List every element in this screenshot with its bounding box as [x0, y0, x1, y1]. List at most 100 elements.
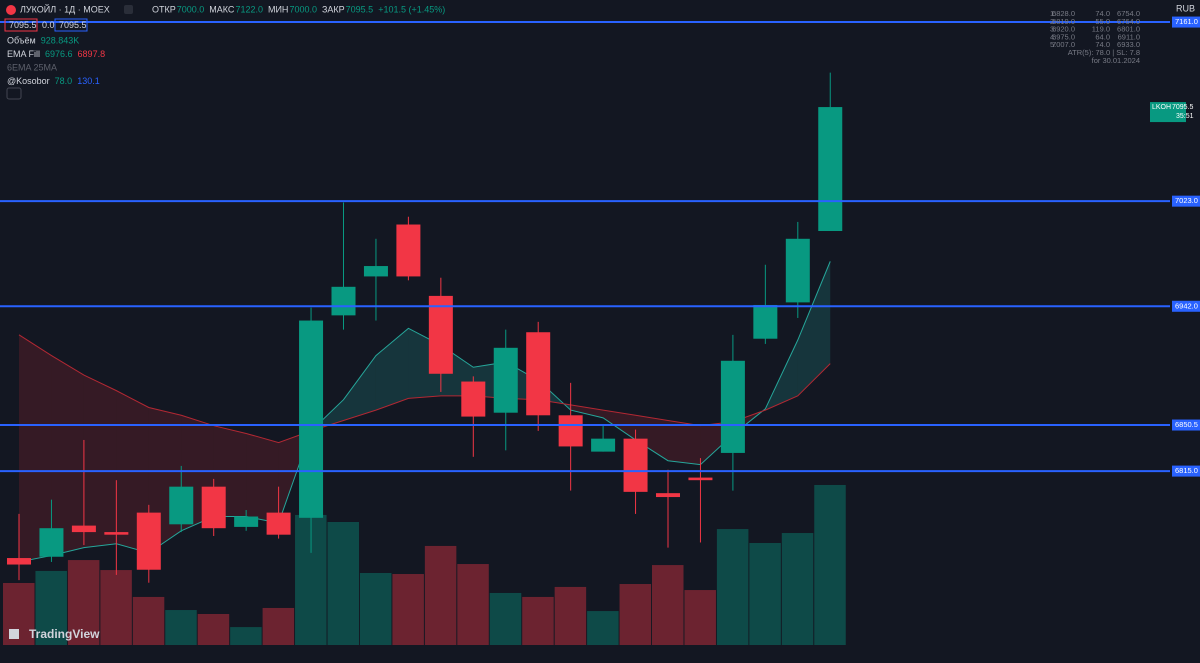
candle-body [461, 381, 486, 417]
ohlc-value: 7000.0 [177, 4, 205, 14]
volume-bar [781, 533, 814, 645]
indicator-name: EMA Fill [7, 49, 40, 59]
brand: TradingView [29, 627, 100, 641]
volume-bar [457, 564, 489, 645]
ohlc-value: 7095.5 [346, 4, 374, 14]
volume-bar [392, 574, 424, 645]
candle-body [688, 477, 713, 481]
last-timer: 35:51 [1176, 113, 1194, 120]
candles [7, 72, 843, 583]
volume-bar [716, 529, 749, 645]
candle-body [720, 360, 745, 453]
ema-fill [375, 328, 409, 411]
volume-bar [619, 584, 652, 645]
candle-body [623, 438, 648, 492]
level-label: 7023.0 [1175, 196, 1198, 205]
last-symbol: LKOH [1152, 104, 1171, 111]
icon[interactable] [124, 5, 133, 14]
indicator-name: @Kosobor [7, 76, 50, 86]
volume-bar [489, 592, 522, 645]
atr-summary: ATR(5): 78.0 | SL: 7.8 [1068, 48, 1140, 57]
last-price-tag [1150, 102, 1186, 123]
volume-bar [814, 484, 846, 645]
candle-body [558, 415, 583, 447]
candle-body [396, 224, 421, 277]
level-tag [1172, 465, 1200, 477]
box [4, 18, 38, 32]
volume-bar [230, 627, 262, 645]
candle-body [39, 528, 64, 557]
level-tag [1172, 300, 1200, 312]
indicator-name: Объём [7, 35, 36, 45]
volume-bar [359, 572, 392, 645]
indicator-value: 928.843K [41, 35, 80, 45]
candle-body [428, 295, 453, 374]
atr-table: 1:6828.0 74.0 6754.02:6819.0 55.0 6764.03:69… [1050, 9, 1140, 65]
volume-bar [165, 610, 197, 645]
candle-body [363, 266, 388, 277]
indicator-value: 6976.6 [45, 49, 73, 59]
atr-cell: 2: [1050, 17, 1056, 26]
ohlc-label: МАКС [209, 4, 235, 14]
last-price-label: 7095.5 [1172, 104, 1194, 111]
atr-cell: 4: [1050, 32, 1056, 41]
candle-body [818, 107, 843, 232]
atr-cell: 74.0 [1095, 9, 1110, 18]
atr-date: for 30.01.2024 [1092, 56, 1140, 65]
atr-cell: 3: [1050, 25, 1056, 34]
legend-panel: ЛУКОЙЛ · 1Д · MOEX ОТКР 7000.0 МАКС 7122.0 М… [4, 3, 445, 100]
candle-body [656, 493, 680, 498]
box-text: 7095.5 [59, 20, 87, 30]
candle-body [526, 332, 551, 416]
atr-cell: 55.0 [1095, 17, 1110, 26]
ema-fill [635, 415, 668, 461]
ohlc-label: ЗАКР [322, 4, 345, 14]
atr-cell: 7007.0 [1052, 40, 1075, 49]
atr-cell: 6754.0 [1117, 9, 1140, 18]
currency: RUB [1176, 3, 1195, 13]
candle-body [7, 558, 31, 565]
atr-cell: 6933.0 [1117, 40, 1140, 49]
candle-body [136, 512, 161, 570]
atr-cell: 64.0 [1095, 32, 1110, 41]
ohlc-value: 7000.0 [289, 4, 317, 14]
volume-bar [522, 596, 554, 645]
indicator-value: 78.0 [55, 76, 73, 86]
atr-cell: 5: [1050, 40, 1056, 49]
ohlc-label: МИН [268, 4, 288, 14]
level-tag [1172, 16, 1200, 28]
volume-bar [424, 545, 457, 645]
ema-fill [797, 261, 831, 396]
volume-bar [262, 607, 295, 645]
change: +101.5 (+1.45%) [378, 4, 445, 14]
volume [3, 484, 846, 645]
candle-body [234, 516, 259, 527]
atr-cell: 6819.0 [1052, 17, 1075, 26]
box [54, 18, 88, 32]
collapse-button[interactable] [6, 87, 22, 100]
candle-body [104, 532, 129, 535]
volume-bar [35, 570, 67, 645]
level-label: 6850.5 [1175, 420, 1198, 429]
symbol-icon [6, 5, 16, 15]
candle-body [169, 486, 194, 525]
candle-body [785, 238, 810, 303]
candle-body [753, 304, 778, 339]
indicator-name: 6EMA 25MA [7, 62, 57, 72]
candle-body [201, 486, 226, 529]
candle-body [71, 525, 96, 533]
atr-cell: 6764.0 [1117, 17, 1140, 26]
indicator-value: 130.1 [77, 76, 100, 86]
ema-fill [570, 404, 604, 418]
atr-cell: 6828.0 [1052, 9, 1075, 18]
ema-fill [668, 420, 701, 465]
level-label: 7161.0 [1175, 17, 1198, 26]
atr-cell: 6920.0 [1052, 25, 1075, 34]
ema-fill [246, 433, 279, 524]
candle-body [591, 438, 616, 452]
volume-bar [100, 570, 132, 645]
ema-fill [343, 355, 376, 421]
candle-body [331, 286, 356, 316]
